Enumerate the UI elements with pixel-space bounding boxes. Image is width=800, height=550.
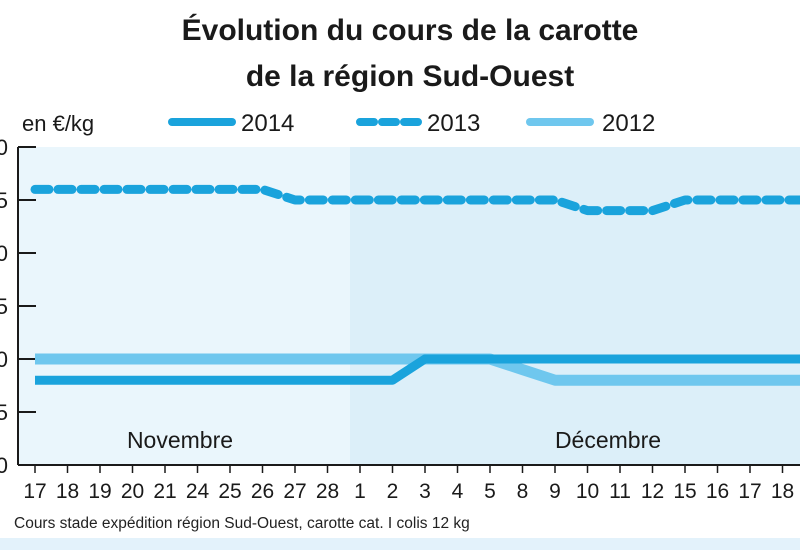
- y-axis-ticks: 0,30 0,35 0,40 0,45 0,50 0,55 0,60: [0, 135, 36, 478]
- x-tick-label: 17: [23, 480, 46, 503]
- x-tick-label: 18: [771, 480, 794, 503]
- x-tick-label: 25: [218, 480, 241, 503]
- x-tick-label: 18: [56, 480, 79, 503]
- x-tick-label: 16: [706, 480, 729, 503]
- y-tick-label: 0,45: [0, 294, 8, 319]
- x-tick-label: 5: [484, 480, 496, 503]
- x-tick-label: 24: [186, 480, 210, 503]
- x-tick-label: 2: [387, 480, 399, 503]
- chart-title-line2: de la région Sud-Ouest: [246, 60, 574, 93]
- x-tick-label: 10: [576, 480, 599, 503]
- x-tick-label: 20: [121, 480, 144, 503]
- y-tick-label: 0,35: [0, 400, 8, 425]
- series-lines: [30, 184, 800, 386]
- month-labels: Novembre Décembre: [127, 427, 661, 453]
- x-tick-label: 8: [517, 480, 529, 503]
- x-tick-label: 4: [452, 480, 464, 503]
- plot-background-december: [350, 147, 800, 465]
- legend-label-2014: 2014: [241, 110, 294, 137]
- legend-label-2012: 2012: [602, 110, 655, 137]
- x-tick-label: 1: [354, 480, 366, 503]
- x-tick-label: 9: [549, 480, 561, 503]
- x-tick-label: 27: [283, 480, 306, 503]
- x-tick-label: 28: [316, 480, 339, 503]
- x-tick-label: 26: [251, 480, 274, 503]
- y-tick-label: 0,50: [0, 241, 8, 266]
- source-note: Cours stade expédition région Sud-Ouest,…: [14, 515, 470, 532]
- x-tick-label: 15: [673, 480, 696, 503]
- plot-background-november: [18, 147, 350, 465]
- y-axis-unit-label: en €/kg: [22, 111, 94, 136]
- y-tick-label: 0,30: [0, 453, 8, 478]
- x-tick-label: 12: [641, 480, 664, 503]
- series-line-2013: [30, 184, 800, 216]
- month-label: Novembre: [127, 427, 233, 453]
- x-axis-ticks: [34, 465, 784, 473]
- x-tick-label: 21: [153, 480, 176, 503]
- x-axis-tick-labels: 17 18 19 20 21 24 25 26 27 28 1 2 3 4 5 8 9 10 11 12 15 16 17 1…: [23, 480, 794, 503]
- month-label: Décembre: [555, 427, 661, 453]
- series-line-2014: [35, 354, 800, 385]
- y-tick-label: 0,55: [0, 188, 8, 213]
- x-tick-label: 17: [738, 480, 761, 503]
- x-tick-label: 11: [609, 480, 631, 503]
- legend-label-2013: 2013: [427, 110, 480, 137]
- bottom-band: [0, 538, 800, 550]
- x-tick-label: 3: [419, 480, 431, 503]
- legend: 2014 2013 2012: [168, 110, 655, 137]
- y-tick-label: 0,40: [0, 347, 8, 372]
- chart-title-line1: Évolution du cours de la carotte: [182, 13, 639, 47]
- y-tick-label: 0,60: [0, 135, 8, 160]
- x-tick-label: 19: [88, 480, 111, 503]
